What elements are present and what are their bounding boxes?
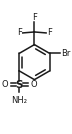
Text: NH₂: NH₂ — [11, 96, 27, 105]
Text: F: F — [17, 28, 22, 37]
Text: F: F — [47, 28, 52, 37]
Text: F: F — [32, 13, 37, 22]
Text: O: O — [1, 80, 8, 89]
Text: Br: Br — [61, 49, 70, 58]
Text: S: S — [15, 79, 23, 90]
Text: O: O — [30, 80, 37, 89]
